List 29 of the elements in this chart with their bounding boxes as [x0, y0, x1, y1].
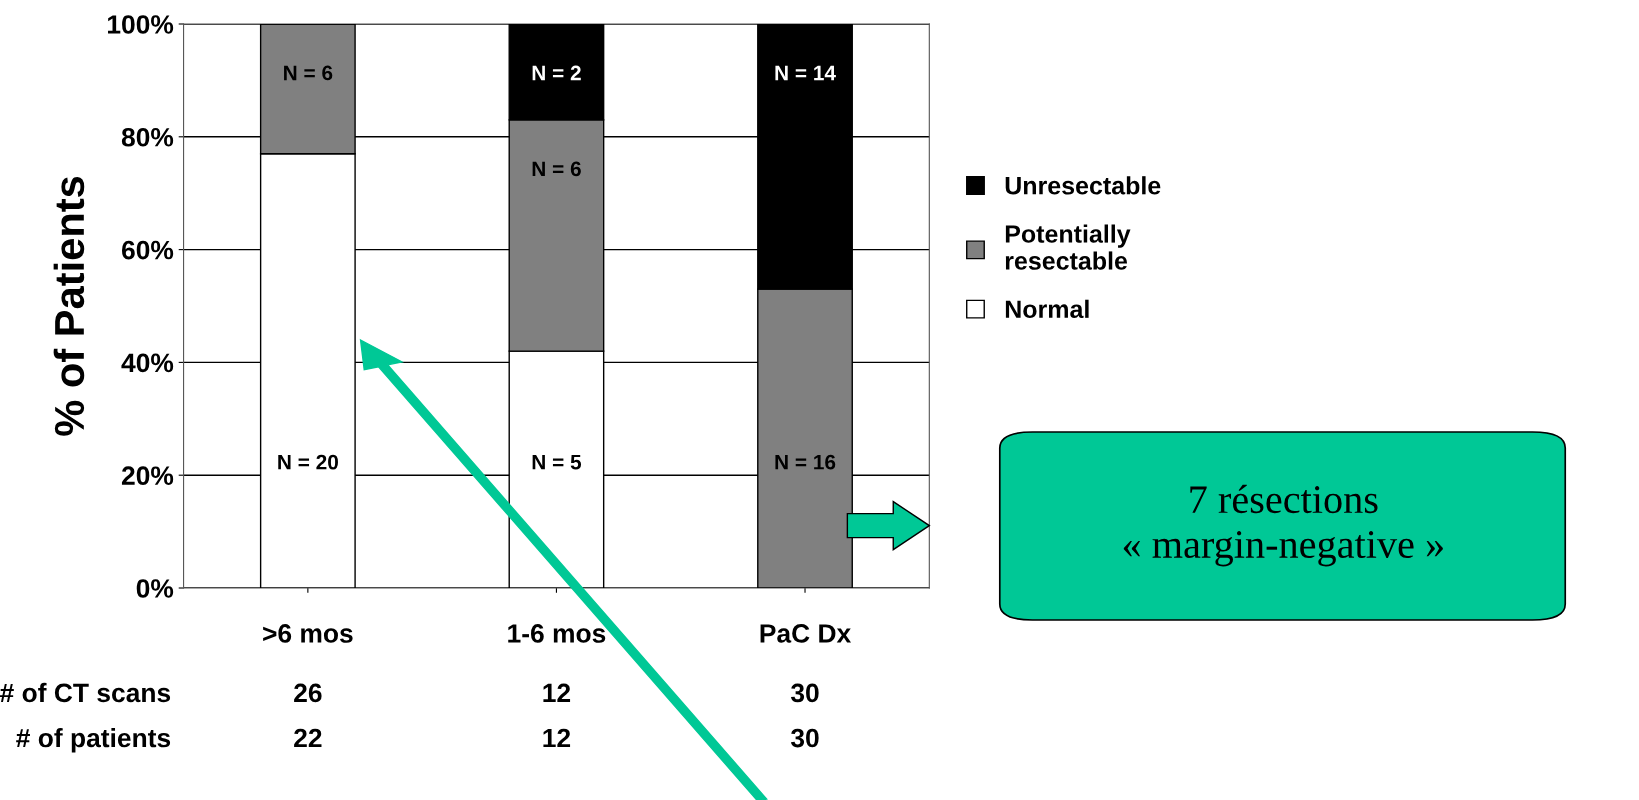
text: 30 [790, 683, 819, 703]
text: 22 [294, 728, 322, 748]
x-tick-label: >6 mos [263, 624, 353, 643]
annotation: N = 5 [532, 454, 582, 470]
text: 7 résections « margin-negative » [1123, 484, 1443, 567]
y-tick-label: 20% [121, 466, 174, 486]
annotation: N = 6 [532, 161, 581, 177]
text: 12 [543, 728, 571, 748]
legend-label: Normal [1005, 299, 1089, 319]
legend-label: Potentially resectable [1005, 224, 1131, 270]
x-tick-label: PaC Dx [760, 624, 852, 643]
y-tick-label: 40% [121, 353, 174, 373]
y-tick-label: 100% [108, 15, 174, 34]
annotation: N = 14 [775, 65, 836, 81]
legend-label: Unresectable [1005, 176, 1161, 195]
annotation: N = 6 [284, 65, 333, 81]
annotation: N = 16 [775, 454, 836, 470]
annotation: N = 20 [278, 454, 338, 470]
x-tick-label: 1-6 mos [508, 624, 606, 643]
y-tick-label: 80% [121, 127, 174, 147]
text: # of patients [16, 727, 171, 753]
y-tick-label: 60% [122, 240, 174, 260]
annotation: N = 2 [532, 65, 581, 81]
y-tick-label: 0% [136, 579, 174, 598]
text: 12 [543, 683, 571, 702]
text: 30 [790, 728, 819, 748]
text: # of CT scans [0, 682, 171, 703]
text: 26 [294, 683, 322, 703]
y-axis-title: % of Patients [53, 176, 85, 436]
